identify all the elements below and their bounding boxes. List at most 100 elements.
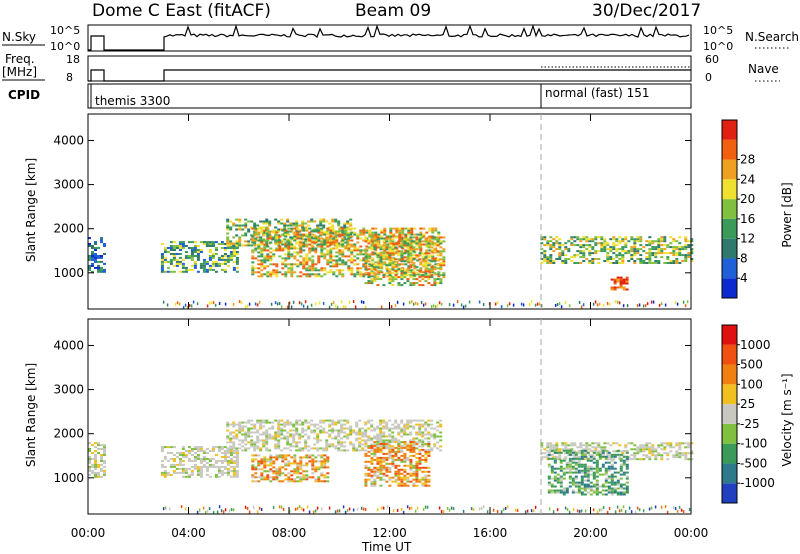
heatmap-cell	[347, 239, 351, 242]
heatmap-cell	[672, 238, 676, 241]
heatmap-cell	[613, 282, 617, 285]
heatmap-cell	[540, 242, 544, 245]
heatmap-cell	[379, 248, 383, 251]
heatmap-cell	[636, 446, 640, 449]
heatmap-cell	[562, 457, 566, 460]
heatmap-cell	[621, 254, 625, 257]
heatmap-cell	[266, 255, 270, 258]
heatmap-cell	[214, 473, 218, 476]
heatmap-cell	[338, 229, 342, 232]
heatmap-cell	[574, 485, 578, 488]
heatmap-cell	[622, 463, 626, 466]
heatmap-cell	[424, 421, 428, 424]
heatmap-cell	[400, 240, 404, 243]
heatmap-cell	[687, 256, 691, 259]
heatmap-cell	[172, 270, 176, 273]
heatmap-cell	[412, 425, 416, 428]
heatmap-cell	[383, 233, 387, 236]
heatmap-cell	[211, 458, 215, 460]
heatmap-cell	[220, 243, 224, 245]
heatmap-cell	[229, 433, 233, 436]
heatmap-cell	[169, 473, 173, 476]
heatmap-cell	[346, 222, 350, 225]
heatmap-cell	[238, 244, 242, 247]
heatmap-cell	[208, 255, 212, 257]
heatmap-cell	[382, 458, 386, 461]
heatmap-cell	[334, 445, 338, 448]
heatmap-cell	[253, 445, 257, 448]
heatmap-cell	[386, 275, 390, 278]
heatmap-cell	[277, 433, 281, 436]
heatmap-cell	[290, 271, 294, 274]
heatmap-cell	[214, 465, 218, 468]
heatmap-cell	[166, 471, 170, 474]
heatmap-cell	[103, 262, 106, 265]
heatmap-cell	[690, 238, 694, 241]
heatmap-cell	[335, 251, 339, 254]
heatmap-cell	[340, 427, 344, 430]
heatmap-cell	[226, 260, 230, 263]
heatmap-cell	[642, 454, 646, 457]
heatmap-cell	[676, 509, 679, 513]
heatmap-cell	[392, 243, 396, 246]
heatmap-cell	[382, 254, 386, 257]
heatmap-cell	[385, 462, 389, 465]
heatmap-cell	[266, 464, 270, 467]
heatmap-cell	[323, 460, 327, 463]
heatmap-cell	[600, 250, 604, 253]
heatmap-cell	[238, 218, 242, 221]
heatmap-cell	[342, 505, 345, 509]
heatmap-cell	[613, 491, 617, 494]
heatmap-cell	[391, 266, 395, 269]
heatmap-cell	[370, 240, 374, 243]
heatmap-cell	[553, 467, 557, 470]
heatmap-cell	[254, 233, 258, 236]
heatmap-cell	[181, 262, 185, 265]
heatmap-cell	[331, 423, 335, 426]
heatmap-cell	[268, 234, 272, 237]
heatmap-cell	[412, 302, 415, 306]
heatmap-cell	[310, 303, 313, 307]
heatmap-cell	[277, 431, 281, 434]
heatmap-cell	[292, 445, 296, 448]
heatmap-cell	[532, 509, 535, 513]
heatmap-cell	[565, 471, 569, 474]
y-tick-label: 3000	[53, 178, 84, 192]
heatmap-cell	[298, 449, 302, 452]
heatmap-cell	[394, 421, 398, 424]
heatmap-cell	[263, 267, 267, 270]
heatmap-cell	[217, 256, 221, 259]
heatmap-cell	[663, 236, 667, 239]
heatmap-cell	[385, 272, 389, 275]
heatmap-cell	[607, 485, 611, 488]
heatmap-cell	[388, 250, 392, 253]
heatmap-cell	[328, 419, 332, 422]
heatmap-cell	[391, 252, 395, 255]
heatmap-cell	[364, 236, 368, 239]
heatmap-cell	[232, 471, 236, 474]
heatmap-cell	[292, 224, 296, 227]
heatmap-cell	[394, 464, 398, 467]
heatmap-cell	[338, 253, 342, 256]
heatmap-cell	[293, 257, 297, 260]
heatmap-cell	[657, 444, 661, 447]
heatmap-cell	[391, 448, 395, 451]
heatmap-cell	[418, 460, 422, 463]
heatmap-cell	[597, 444, 601, 447]
heatmap-cell	[675, 456, 679, 459]
heatmap-cell	[206, 509, 209, 513]
heatmap-cell	[669, 442, 673, 445]
heatmap-cell	[582, 250, 586, 253]
heatmap-cell	[616, 280, 620, 283]
heatmap-cell	[398, 227, 402, 230]
heatmap-cell	[546, 442, 550, 445]
heatmap-cell	[568, 451, 572, 454]
heatmap-cell	[322, 218, 326, 221]
nsky-frame	[87, 24, 692, 52]
heatmap-cell	[543, 236, 547, 239]
heatmap-cell	[403, 476, 407, 479]
heatmap-cell	[305, 456, 309, 459]
heatmap-cell	[178, 460, 182, 462]
heatmap-cell	[588, 448, 592, 451]
heatmap-cell	[604, 489, 608, 492]
